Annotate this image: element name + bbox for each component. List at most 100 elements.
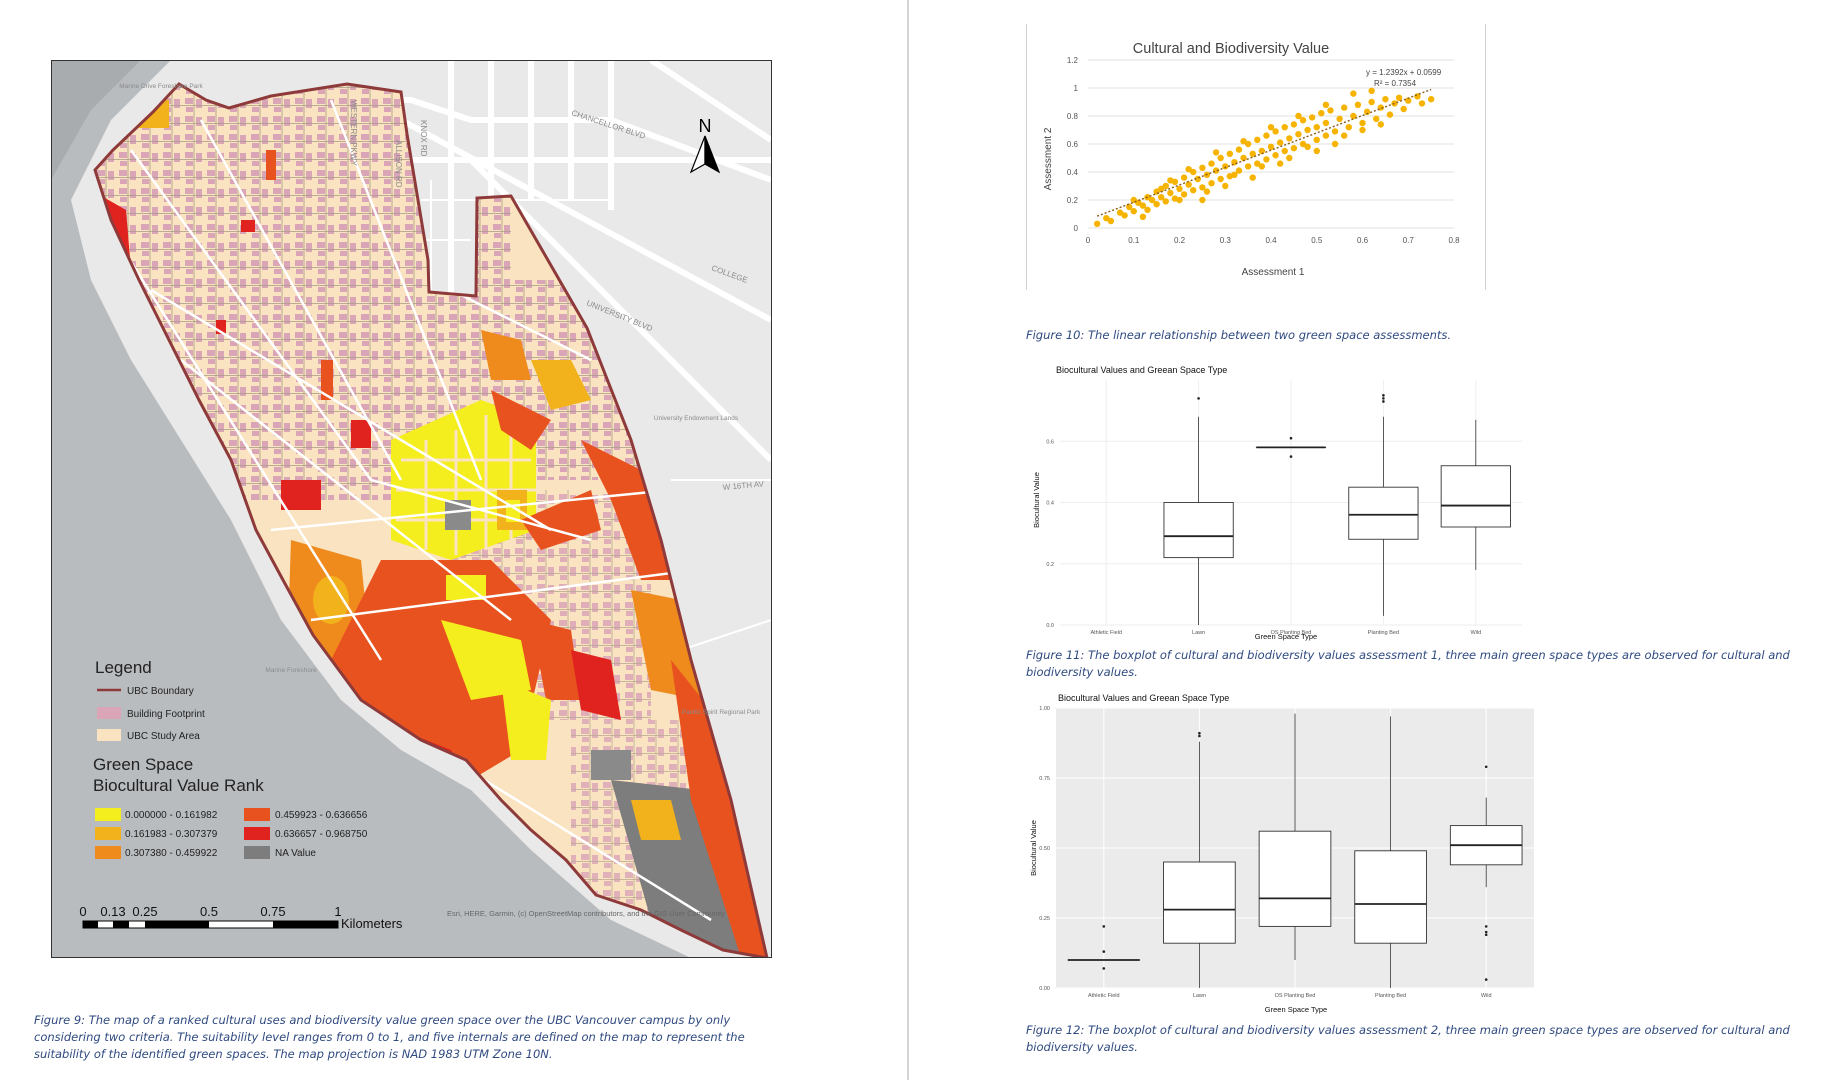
legend-class-swatch (95, 808, 121, 821)
box-series (1163, 394, 1511, 625)
map-svg: CHANCELLOR BLVD WESTERN PKWY ALLISON RD … (51, 57, 774, 960)
scatter-point (1341, 104, 1348, 111)
place-label: University Endowment Lands (654, 415, 739, 422)
scale-bar: 0 0.13 0.25 0.5 0.75 1 Kilometers Esri, … (79, 904, 725, 931)
scatter-point (1235, 146, 1243, 153)
scatter-point (1240, 138, 1247, 145)
map-attribution: Esri, HERE, Garmin, (c) OpenStreetMap co… (447, 909, 725, 918)
scatter-point (1185, 166, 1192, 173)
figure-12-boxplot: Biocultural Values and Greean Space Type… (1026, 688, 1546, 1018)
scatter-point (1153, 201, 1160, 208)
scatter-point (1185, 181, 1192, 188)
outlier-point (1484, 933, 1488, 937)
outlier-point (1102, 950, 1106, 953)
chart-title: Biocultural Values and Greean Space Type (1058, 693, 1229, 703)
scatter-point (1331, 128, 1339, 135)
y-tick-label: 0.4 (1046, 501, 1054, 507)
scatter-point (1377, 121, 1384, 128)
x-tick-label: 0.3 (1220, 236, 1232, 245)
scatter-point (1167, 177, 1174, 184)
outlier-point (1484, 930, 1488, 934)
scatter-point (1322, 101, 1330, 109)
scatter-point (1368, 87, 1375, 94)
street-label: W 16TH AV (722, 479, 764, 492)
x-tick-label: 0.1 (1128, 236, 1140, 245)
scatter-point (1286, 154, 1293, 162)
x-tick-label: 0.7 (1403, 236, 1415, 245)
x-axis-label: Green Space Type (1255, 632, 1317, 641)
place-label: Marine Drive Foreshore Park (119, 83, 203, 90)
y-tick-label: 0.8 (1067, 112, 1079, 121)
scatter-point (1139, 202, 1147, 209)
scatter-point (1299, 117, 1307, 124)
street-label: KNOX RD (419, 120, 428, 157)
scatter-point (1254, 136, 1261, 143)
fig10-svg: Cultural and Biodiversity Value 00.20.40… (1026, 24, 1486, 290)
scatter-point (1267, 124, 1275, 131)
place-label: Marine Foreshore (265, 667, 317, 674)
outlier-point (1484, 978, 1488, 981)
x-axis-label: Assessment 1 (1242, 267, 1305, 278)
scatter-point (1190, 168, 1197, 176)
scatter-point (1427, 96, 1435, 103)
x-axis-label: Green Space Type (1265, 1005, 1327, 1014)
y-tick-label: 0.00 (1039, 986, 1050, 992)
legend-class-swatch (244, 827, 270, 840)
outlier-point (1197, 397, 1200, 400)
y-tick-labels: 0.00 0.25 0.50 0.75 1.00 (1039, 706, 1050, 992)
scatter-point (1304, 143, 1311, 150)
scatter-point (1263, 132, 1270, 139)
x-tick-label: 0.6 (1357, 236, 1369, 245)
box (1258, 830, 1332, 927)
scatter-point (1212, 149, 1220, 156)
outlier-point (1289, 455, 1293, 458)
scatter-point (1286, 135, 1293, 142)
scatter-point (1313, 124, 1320, 131)
legend-class-label: 0.307380 - 0.459922 (125, 848, 218, 859)
x-tick-label: Athletic Field (1090, 630, 1122, 636)
scatter-point (1281, 147, 1288, 155)
scatter-point (1226, 150, 1234, 157)
scatter-point (1158, 194, 1165, 201)
scatter-point (1135, 199, 1142, 206)
scatter-point (1272, 152, 1279, 159)
scatter-point (1304, 126, 1311, 134)
scatter-point (1244, 163, 1252, 170)
box (1354, 850, 1427, 944)
x-tick-label: Lawn (1192, 630, 1205, 636)
outlier-point (1102, 925, 1106, 928)
scatter-point (1322, 132, 1330, 139)
y-tick-label: 0.25 (1039, 916, 1050, 922)
scatter-point (1158, 185, 1165, 192)
scatter-point (1350, 90, 1357, 97)
scale-tick-label: 0.13 (100, 904, 125, 919)
scatter-point (1144, 206, 1151, 213)
figure-9-caption: Figure 9: The map of a ranked cultural u… (34, 1013, 745, 1061)
scatter-point (1405, 97, 1412, 104)
x-tick-label: OS Planting Bed (1271, 630, 1312, 636)
figure-10-scatter: Cultural and Biodiversity Value 0 0.2 0.4 0… (1026, 24, 1486, 290)
scatter-point (1199, 196, 1206, 204)
y-tick-labels: 0.0 0.2 0.4 0.6 (1046, 439, 1054, 629)
scatter-point (1130, 196, 1137, 204)
outlier-point (1382, 397, 1385, 400)
x-tick-label: Planting Bed (1375, 993, 1406, 999)
legend-class-swatch (95, 827, 121, 840)
y-tick-labels: 0 0.2 0.4 0.6 0.8 1 1.2 (1067, 56, 1079, 233)
x-tick-label: Athletic Field (1088, 993, 1120, 999)
fig12-svg: Biocultural Values and Greean Space Type… (1029, 693, 1534, 1014)
scatter-point (1139, 213, 1147, 220)
box (1163, 861, 1236, 944)
scatter-point (1235, 167, 1243, 174)
x-tick-label: Wild (1470, 630, 1481, 636)
scale-tick-label: 1 (334, 904, 341, 919)
figure-11-boxplot: Biocultural Values and Greean Space Type… (1026, 360, 1526, 642)
x-tick-label: OS Planting Bed (1275, 993, 1316, 999)
scatter-point (1327, 107, 1334, 114)
y-tick-label: 1.2 (1067, 56, 1079, 65)
x-tick-labels: Athletic Field Lawn OS Planting Bed Plantin… (1088, 993, 1492, 999)
scatter-point (1299, 140, 1307, 148)
scale-tick-label: 0 (79, 904, 86, 919)
scatter-point (1254, 160, 1261, 167)
x-tick-label: Wild (1481, 993, 1492, 999)
